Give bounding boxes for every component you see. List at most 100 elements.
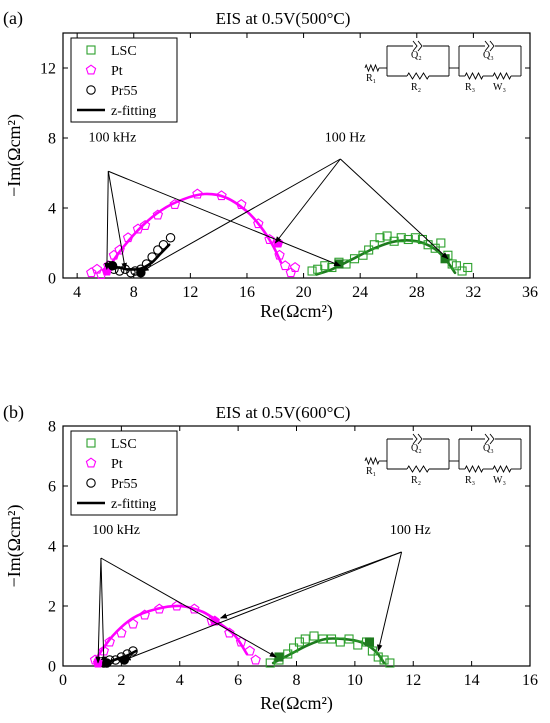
x-tick-label: 24 (352, 284, 368, 301)
annotation-100hz: 100 Hz (123, 523, 431, 661)
data-point-lsc (335, 637, 345, 647)
data-point-pt (122, 232, 134, 243)
data-point-lsc (289, 643, 299, 653)
fit-curve-pt (104, 192, 283, 275)
data-point-pt (86, 267, 97, 278)
fit-curve-pt (93, 604, 249, 662)
x-tick-label: 28 (409, 284, 425, 301)
y-tick-label: 6 (48, 479, 56, 496)
data-point-pt (171, 600, 183, 611)
data-point-lsc (294, 637, 304, 647)
data-point-pt (127, 618, 139, 629)
legend-label: Pr55 (111, 84, 137, 99)
circuit-resistor (464, 464, 484, 474)
data-point-lsc (364, 245, 374, 255)
x-tick-label: 32 (465, 284, 481, 301)
legend: LSC Pt Pr55 z-fitting (70, 37, 178, 123)
data-point-lsc (358, 250, 368, 260)
panel-b: (b) EIS at 0.5V(600°C) 0 2 4 6 8 10 12 14 16 0 2 4 6 8 R… (3, 402, 538, 714)
data-point-pr55 (147, 252, 157, 262)
data-point-lsc (307, 266, 317, 276)
data-point-lsc (283, 649, 293, 659)
x-axis-label: Re(Ωcm²) (260, 301, 333, 322)
annotation-arrow (340, 158, 449, 260)
data-point-pt (114, 244, 125, 255)
circuit-warburg (492, 71, 512, 81)
data-point-pt (253, 218, 264, 229)
filled-point-pr55 (107, 260, 118, 271)
data-point-pt (244, 645, 256, 656)
annotation-arrow (219, 551, 402, 619)
y-tick-label: 0 (48, 271, 56, 288)
data-point-pt (139, 609, 150, 620)
data-point-pt (91, 263, 103, 274)
x-tick-label: 4 (73, 284, 81, 301)
equivalent-circuit: R₁ Q₂ R₂ Q₃ R₃ W₃ (364, 433, 522, 486)
data-point-pr55 (158, 240, 169, 250)
chart-title: EIS at 0.5V(500°C) (216, 9, 351, 28)
circuit-label: R₃ (465, 82, 475, 93)
data-point-lsc (300, 634, 310, 644)
annotation-100khz: 100 kHz (88, 131, 342, 270)
x-tick-label: 2 (117, 672, 125, 689)
legend-label: LSC (111, 437, 137, 452)
annotation-arrow (95, 557, 102, 664)
x-tick-label: 16 (522, 672, 538, 689)
annotation-text: 100 kHz (92, 523, 140, 538)
series-pt (86, 188, 301, 279)
data-point-lsc (369, 240, 379, 250)
annotation-100khz: 100 kHz (92, 523, 277, 664)
chart-title: EIS at 0.5V(600°C) (216, 403, 351, 422)
annotation-text: 100 Hz (390, 523, 431, 538)
x-tick-label: 12 (405, 672, 421, 689)
legend-label: LSC (111, 44, 137, 59)
legend-label: z-fitting (111, 497, 156, 512)
annotation-arrow (100, 557, 277, 658)
data-point-lsc (318, 634, 328, 644)
series-pr55 (104, 233, 176, 278)
circuit-cpe (484, 40, 495, 52)
data-point-pr55 (165, 233, 176, 243)
circuit-resistor (364, 456, 380, 466)
annotation-arrow (376, 551, 403, 652)
circuit-label: W₃ (493, 475, 506, 486)
annotation-arrow (100, 557, 107, 664)
legend-marker-lsc (86, 45, 96, 55)
data-point-pt (224, 627, 235, 638)
data-point-pt (104, 636, 115, 647)
y-tick-label: 8 (48, 131, 56, 148)
data-point-lsc (410, 233, 420, 243)
data-point-pt (108, 249, 120, 260)
data-point-lsc (373, 652, 383, 662)
data-point-pt (250, 654, 261, 665)
panel-a: (a) EIS at 0.5V(500°C)4 8 12 16 20 24 28 32 36048… (3, 8, 538, 322)
data-point-pt (279, 260, 291, 271)
circuit-label: Q₂ (411, 443, 422, 454)
plot-frame (62, 32, 531, 279)
y-axis: 0 4 8 12 (40, 61, 530, 288)
data-point-lsc (396, 233, 406, 243)
circuit-label: Q₃ (483, 50, 494, 61)
data-point-lsc (385, 658, 395, 668)
legend-marker-pt (85, 64, 97, 75)
x-tick-label: 0 (59, 672, 67, 689)
data-point-pt (235, 636, 247, 647)
x-axis: 4 8 12 16 20 24 28 32 36 (73, 33, 538, 301)
data-point-lsc (320, 261, 330, 271)
circuit-label: W₃ (493, 82, 506, 93)
circuit-cpe (484, 433, 495, 445)
x-tick-label: 4 (176, 672, 184, 689)
y-tick-label: 8 (48, 419, 56, 436)
data-point-pt (169, 199, 181, 209)
annotation-arrow (108, 170, 342, 267)
data-point-lsc (353, 640, 363, 650)
annotation-100hz: 100 Hz (141, 131, 449, 272)
circuit-label: Q₂ (411, 50, 422, 61)
circuit-resistor (464, 71, 484, 81)
y-tick-label: 0 (48, 659, 56, 676)
circuit-label: R₃ (465, 475, 475, 486)
x-tick-label: 8 (293, 672, 301, 689)
circuit-cpe (412, 40, 423, 52)
filled-point-lsc (274, 652, 284, 662)
